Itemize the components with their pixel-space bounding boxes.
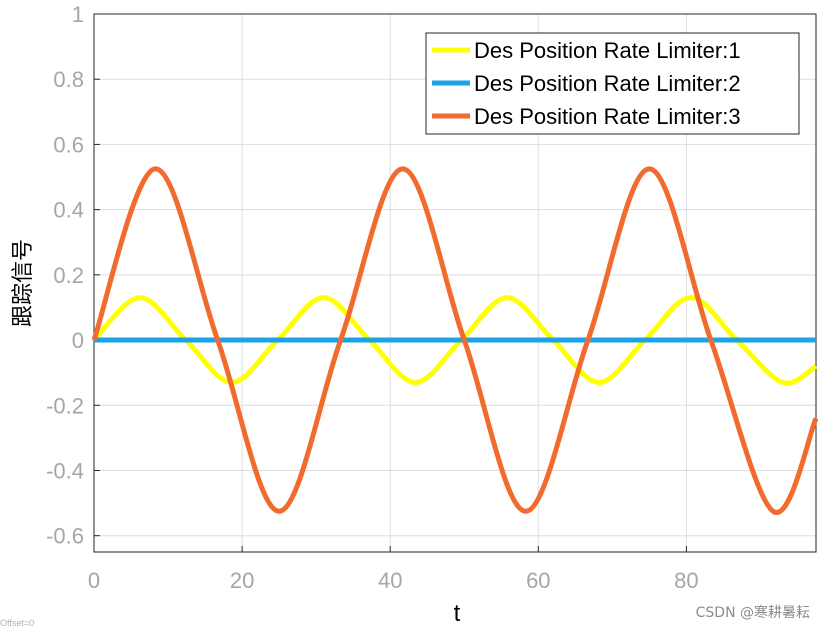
series-line-3 [91,166,819,515]
offset-label: Offset=0 [0,618,35,628]
series-group [91,166,819,515]
y-tick-label: -0.2 [46,393,84,418]
legend-box [425,32,800,135]
y-tick-label: -0.4 [46,458,84,483]
y-tick-label: 1 [72,2,84,27]
legend-label-2: Des Position Rate Limiter:2 [474,71,741,96]
legend-label-1: Des Position Rate Limiter:1 [474,38,741,63]
legend: Des Position Rate Limiter:1 Des Position … [425,32,800,135]
y-axis-label: 跟踪信号 [11,239,36,327]
x-tick-label: 80 [674,568,698,593]
x-axis-label: t [454,600,461,627]
y-tick-label: 0.2 [53,263,84,288]
x-tick-label: 40 [378,568,402,593]
y-tick-label: 0.8 [53,67,84,92]
y-tick-label: 0.6 [53,132,84,157]
x-tick-label: 60 [526,568,550,593]
y-tick-label: -0.6 [46,524,84,549]
x-tick-label: 0 [88,568,100,593]
x-axis: 0 20 40 60 80 [88,546,699,593]
watermark: CSDN @寒耕暑耘 [695,605,810,621]
y-tick-label: 0 [72,328,84,353]
legend-label-3: Des Position Rate Limiter:3 [474,104,741,129]
x-tick-label: 20 [230,568,254,593]
y-tick-label: 0.4 [53,198,84,223]
y-axis: 1 0.8 0.6 0.4 0.2 0 -0.2 -0.4 -0.6 [46,2,100,549]
plot-area-frame [93,13,817,553]
